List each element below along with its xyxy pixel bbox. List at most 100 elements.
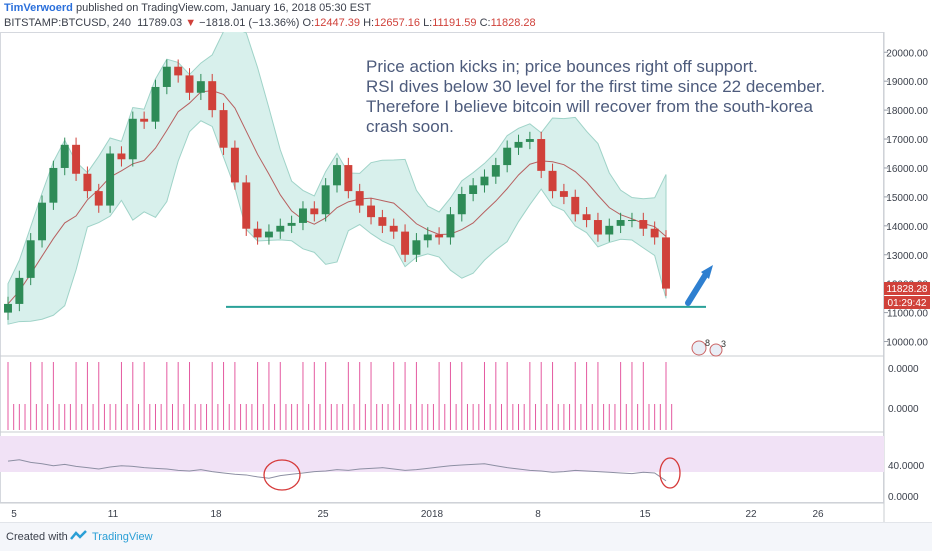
candle-body <box>537 139 546 171</box>
candle-body <box>185 75 194 93</box>
candle-body <box>128 118 137 160</box>
candle-body <box>605 225 614 235</box>
candle-body <box>650 228 659 238</box>
x-tick-label: 2018 <box>421 509 444 520</box>
candle-body <box>219 110 228 148</box>
current-price-text: 11828.28 <box>887 284 928 295</box>
annotation-line-3: Therefore I believe bitcoin will recover… <box>366 97 813 116</box>
candle-body <box>571 196 580 215</box>
candle-body <box>582 214 591 221</box>
candle-body <box>627 220 636 222</box>
x-tick-label: 5 <box>11 509 17 520</box>
candle-body <box>435 234 444 238</box>
candle-body <box>196 81 205 93</box>
y-tick-label: 11000.00 <box>887 309 928 320</box>
candle-body <box>401 231 410 255</box>
badge-count-1: 8 <box>705 338 710 348</box>
candle-body <box>83 173 92 192</box>
candle-body <box>593 220 602 235</box>
time-axis: 5 11 18 25 2018 8 15 22 26 <box>11 509 824 520</box>
candle-body <box>287 222 296 226</box>
candle-body <box>423 234 432 241</box>
candle-body <box>230 147 239 183</box>
y-tick-label: 20000.00 <box>886 48 928 59</box>
open-label: O: <box>302 17 315 29</box>
candle-body <box>662 237 670 289</box>
low-label: L: <box>423 17 433 29</box>
candle-body <box>367 205 376 218</box>
rsi-circle-1 <box>263 459 301 491</box>
candle-body <box>49 167 58 203</box>
rsi-labels: 40.0000 0.0000 <box>888 461 925 503</box>
high-label: H: <box>363 17 375 29</box>
candle-body <box>253 228 262 238</box>
symbol-info-line: BITSTAMP:BTCUSD, 240 11789.03 ▼ −1818.01… <box>4 17 536 29</box>
candle-body <box>117 153 126 160</box>
candle-body <box>26 240 35 278</box>
candle-body <box>72 144 81 174</box>
candle-body <box>264 231 273 238</box>
candle-body <box>38 202 47 241</box>
down-arrow-icon: ▼ <box>185 17 197 29</box>
candle-body <box>480 176 489 186</box>
candle-body <box>321 185 330 215</box>
candle-body <box>310 208 319 215</box>
x-tick-label: 8 <box>535 509 541 520</box>
publish-header: TimVerwoerd published on TradingView.com… <box>4 2 371 14</box>
rsi-label-0: 0.0000 <box>888 492 919 503</box>
last-price: 11789.03 <box>137 17 183 29</box>
low-value: 11191.59 <box>432 17 477 29</box>
rsi-line <box>7 459 667 482</box>
event-badges[interactable]: 8 3 <box>691 338 726 357</box>
candle-body <box>355 191 364 206</box>
annotation-text[interactable]: Price action kicks in; price bounces rig… <box>366 57 825 136</box>
candle-body <box>457 194 466 215</box>
candle-body <box>616 220 625 226</box>
x-tick-label: 11 <box>108 509 119 520</box>
flag-badge-icon-2[interactable] <box>709 343 723 357</box>
price-chart[interactable]: 20000.00 19000.00 18000.00 17000.00 16000.00… <box>0 32 932 522</box>
current-price-label: 11828.28 01:29:42 <box>884 282 930 309</box>
tradingview-logo-icon <box>70 530 87 540</box>
published-text: published on TradingView.com, January 16… <box>75 2 372 14</box>
osc-level-2: 0.0000 <box>888 404 919 415</box>
candle-body <box>15 277 24 304</box>
candle-body <box>525 139 534 142</box>
rsi-pane <box>0 436 884 482</box>
tradingview-brand-link[interactable]: TradingView <box>92 531 153 543</box>
rsi-label-40: 40.0000 <box>888 461 925 472</box>
y-tick-label: 17000.00 <box>886 135 928 146</box>
footer-bar: Created with TradingView <box>0 522 932 551</box>
y-tick-label: 19000.00 <box>886 77 928 88</box>
osc-level-1: 0.0000 <box>888 364 919 375</box>
y-tick-label: 13000.00 <box>886 251 928 262</box>
close-label: C: <box>479 17 491 29</box>
x-tick-label: 26 <box>812 509 824 520</box>
annotation-line-2: RSI dives below 30 level for the first t… <box>366 77 825 96</box>
candle-body <box>60 144 69 168</box>
candle-body <box>208 81 217 111</box>
high-value: 12657.16 <box>374 17 420 29</box>
candle-body <box>94 191 103 206</box>
symbol-label: BITSTAMP:BTCUSD, 240 <box>4 17 131 29</box>
candle-body <box>333 165 341 186</box>
candle-body <box>446 214 455 238</box>
candle-body <box>548 170 557 192</box>
author-link[interactable]: TimVerwoerd <box>4 2 73 14</box>
candles <box>4 59 670 320</box>
up-arrow-icon[interactable] <box>685 265 713 306</box>
x-tick-label: 25 <box>317 509 329 520</box>
badge-count-2: 3 <box>721 339 726 349</box>
y-tick-label: 15000.00 <box>886 193 928 204</box>
close-value: 11828.28 <box>490 17 536 29</box>
open-value: 12447.39 <box>314 17 361 29</box>
candle-body <box>503 147 512 166</box>
annotation-line-4: crash soon. <box>366 117 454 136</box>
flag-badge-icon[interactable] <box>691 340 707 356</box>
y-tick-label: 18000.00 <box>886 106 928 117</box>
candle-body <box>378 217 387 226</box>
oscillator-pane <box>7 362 673 430</box>
candle-body <box>639 220 648 229</box>
candle-body <box>412 240 421 255</box>
candle-body <box>298 208 307 223</box>
